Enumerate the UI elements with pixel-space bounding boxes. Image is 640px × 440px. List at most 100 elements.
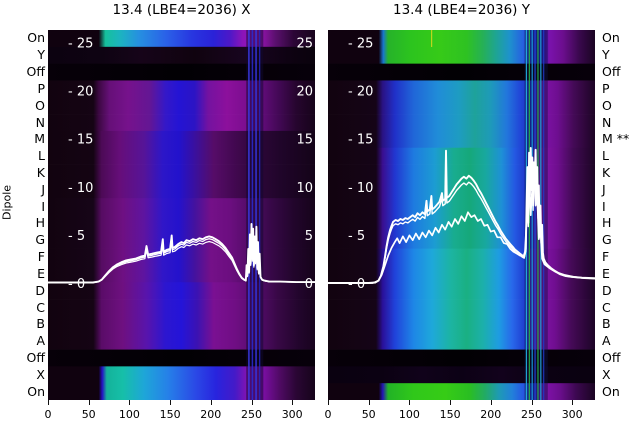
beam-profile-trace xyxy=(48,229,315,284)
x-tick-label: 100 xyxy=(398,408,420,421)
dipole-row-label-left-y: Y xyxy=(37,47,45,63)
x-tick-label: 200 xyxy=(200,408,222,421)
stripe-mark xyxy=(251,30,254,400)
heatmap-row-off xyxy=(328,349,595,367)
dipole-row-label-left-c: C xyxy=(36,299,45,315)
y-tick-label-left: - 5 xyxy=(348,229,365,244)
y-tick-label-left: - 0 xyxy=(348,277,365,292)
dipole-row-label-left-off: Off xyxy=(26,64,45,79)
dipole-row-label-left-on: On xyxy=(27,30,45,46)
heatmap-row-off xyxy=(48,349,315,367)
heatmap-row-n xyxy=(328,114,595,132)
x-tick-label: 0 xyxy=(44,408,52,421)
dipole-row-label-right-y: Y xyxy=(602,47,610,63)
dipole-row-label-right-a: A xyxy=(602,333,611,349)
x-tick-mark xyxy=(170,400,172,405)
x-tick-label: 250 xyxy=(241,408,262,421)
heatmap-panel-x: - 25 - 20 - 15 - 10 - 5 - 0 25 20 15 10 5 0 xyxy=(48,30,315,400)
dipole-row-label-left-f: F xyxy=(37,249,45,264)
dipole-row-label-right-k: K xyxy=(602,165,611,180)
dipole-row-label-left-off: Off xyxy=(26,350,45,365)
dipole-row-label-left-b: B xyxy=(36,316,45,332)
heatmap-row-on xyxy=(328,383,595,400)
x-tick-label: 50 xyxy=(361,408,376,421)
heatmap-row-d xyxy=(48,282,315,300)
heatmap-row-i xyxy=(48,198,315,216)
y-tick-label-left: - 25 xyxy=(348,37,373,52)
dipole-row-label-right-g: G xyxy=(602,232,612,248)
heatmap-row-g xyxy=(328,231,595,249)
dipole-row-label-left-e: E xyxy=(37,265,45,281)
x-tick-label: 50 xyxy=(81,408,96,421)
stripe-mark xyxy=(524,30,548,400)
heatmap-row-y xyxy=(328,46,595,64)
dipole-row-label-right-f: F xyxy=(602,249,610,264)
x-tick-mark xyxy=(572,400,574,405)
heatmap-row-f xyxy=(48,248,315,266)
x-tick-mark xyxy=(210,400,212,405)
dipole-row-label-left-x: X xyxy=(36,366,45,382)
y-tick-label-right: 25 xyxy=(296,37,313,52)
dipole-row-label-right-off: Off xyxy=(602,64,621,79)
panel-title-y: 13.4 (LBE4=2036) Y xyxy=(393,2,530,18)
y-tick-label-left: - 20 xyxy=(348,85,373,100)
dipole-row-label-left-a: A xyxy=(36,333,45,349)
y-tick-label-right: 5 xyxy=(305,229,313,244)
beam-profile-trace xyxy=(328,155,595,284)
y-tick-label-left: - 20 xyxy=(68,85,93,100)
x-tick-label: 100 xyxy=(118,408,140,421)
x-tick-label: 0 xyxy=(324,408,332,421)
dipole-row-label-right-n: N xyxy=(602,114,612,130)
heatmap-row-x xyxy=(328,366,595,384)
heatmap-row-o xyxy=(48,97,315,115)
heatmap-row-h xyxy=(48,215,315,233)
x-tick-label: 250 xyxy=(521,408,542,421)
heatmap-row-k xyxy=(48,164,315,182)
x-tick-label: 150 xyxy=(159,408,181,421)
x-tick-mark xyxy=(368,400,370,405)
dipole-row-label-left-d: D xyxy=(35,282,45,298)
heatmap-row-on xyxy=(328,30,595,48)
beam-profile-trace xyxy=(328,166,595,284)
x-tick-mark xyxy=(129,400,131,405)
stripe-mark xyxy=(543,30,545,400)
dipole-row-label-right-j: J xyxy=(602,181,606,197)
dipole-row-label-right-o: O xyxy=(602,97,612,113)
dipole-row-label-left-m: M xyxy=(34,131,45,147)
y-tick-label-left: - 25 xyxy=(68,37,93,52)
ylabel-dipole: Dipole xyxy=(0,184,14,221)
heatmap-row-i xyxy=(328,198,595,216)
x-tick-label: 150 xyxy=(439,408,461,421)
heatmap-row-b xyxy=(48,315,315,334)
y-tick-label-left: - 15 xyxy=(68,133,93,148)
heatmap-row-l xyxy=(328,147,595,165)
heatmap-panel-y: - 25 - 20 - 15 - 10 - 5 - 0 xyxy=(328,30,595,400)
y-tick-label-right: 0 xyxy=(305,277,313,292)
dipole-row-label-right-b: B xyxy=(602,316,611,332)
heatmap-row-off xyxy=(48,63,315,81)
heatmap-row-b xyxy=(328,315,595,334)
y-tick-label-left: - 10 xyxy=(68,181,93,196)
dipole-row-label-right-off: Off xyxy=(602,350,621,365)
dipole-row-label-right-i: I xyxy=(602,198,606,214)
dipole-row-label-right-d: D xyxy=(602,282,612,298)
heatmap-row-p xyxy=(328,80,595,98)
dipole-row-label-right-x: X xyxy=(602,366,611,382)
heatmap-row-o xyxy=(328,97,595,115)
heatmap-row-e xyxy=(48,265,315,283)
stripe-mark xyxy=(255,30,257,400)
dipole-row-label-left-o: O xyxy=(35,97,45,113)
heatmap-row-l xyxy=(48,147,315,165)
x-tick-mark xyxy=(88,400,90,405)
dipole-row-label-right-c: C xyxy=(602,299,611,315)
dipole-row-label-right-e: E xyxy=(602,265,610,281)
y-tick-label-left: - 5 xyxy=(68,229,85,244)
heatmap-row-c xyxy=(328,299,595,317)
y-tick-label-right: 15 xyxy=(296,133,313,148)
dipole-row-label-right-l: L xyxy=(602,148,609,164)
x-tick-mark xyxy=(450,400,452,405)
y-tick-label-left: - 0 xyxy=(68,277,85,292)
panel-title-x: 13.4 (LBE4=2036) X xyxy=(112,2,251,18)
x-tick-mark xyxy=(251,400,253,405)
